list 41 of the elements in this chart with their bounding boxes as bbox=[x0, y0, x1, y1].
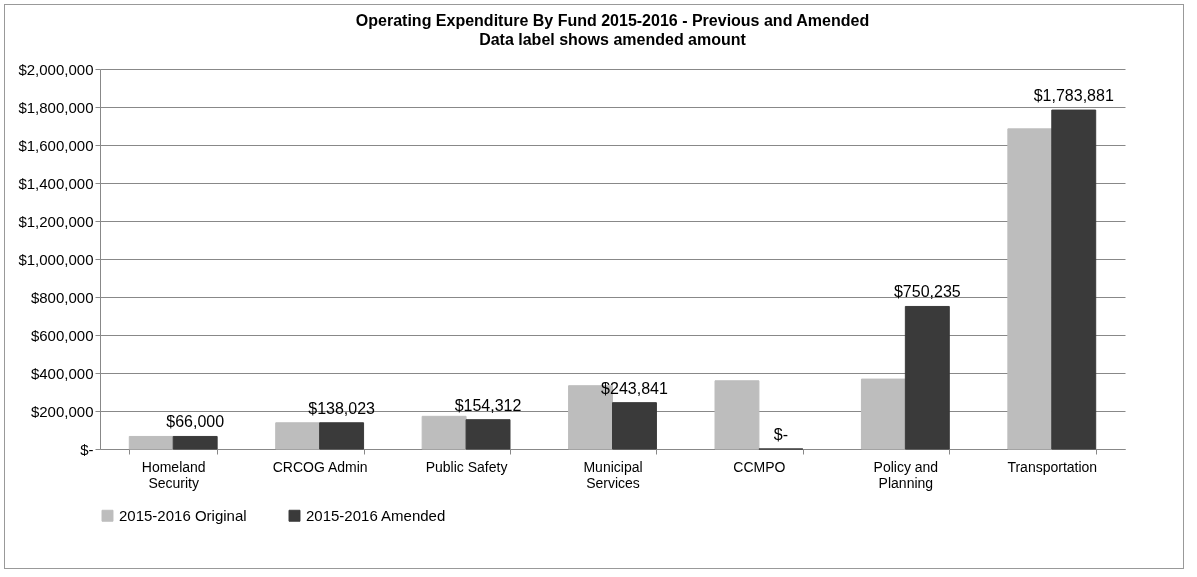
y-tick-label: $1,800,000 bbox=[18, 98, 94, 116]
bar bbox=[860, 378, 906, 450]
bar bbox=[275, 422, 321, 450]
legend-label: 2015-2016 Amended bbox=[306, 506, 446, 524]
y-tick-label: $2,000,000 bbox=[18, 60, 94, 78]
data-label: $138,023 bbox=[308, 399, 376, 417]
y-tick-label: $600,000 bbox=[30, 326, 94, 344]
y-tick-label: $1,400,000 bbox=[18, 174, 94, 192]
data-label: $- bbox=[773, 426, 789, 443]
bar bbox=[172, 435, 218, 450]
x-tick-label: Homeland Security bbox=[141, 458, 206, 491]
chart-subtitle: Data label shows amended amount bbox=[479, 31, 747, 48]
y-tick-label: $- bbox=[80, 440, 94, 458]
data-label: $154,312 bbox=[454, 396, 522, 414]
x-tick-label: Municipal Services bbox=[583, 458, 643, 491]
x-tick-label: Public Safety bbox=[425, 458, 508, 475]
bar bbox=[1007, 128, 1053, 450]
y-tick-label: $1,200,000 bbox=[18, 212, 94, 230]
bar bbox=[128, 435, 174, 450]
bar bbox=[904, 305, 950, 450]
y-tick-label: $200,000 bbox=[30, 402, 94, 420]
data-label: $243,841 bbox=[601, 379, 668, 397]
bar bbox=[319, 422, 365, 450]
data-label: $66,000 bbox=[166, 413, 225, 431]
y-tick-label: $1,600,000 bbox=[18, 136, 94, 154]
x-tick-label: Transportation bbox=[1007, 458, 1098, 475]
legend-label: 2015-2016 Original bbox=[119, 506, 247, 524]
bar bbox=[1051, 109, 1097, 450]
x-tick-label: CCMPO bbox=[733, 458, 786, 475]
bar bbox=[714, 380, 760, 450]
bar bbox=[421, 415, 467, 450]
y-tick-label: $400,000 bbox=[30, 364, 94, 382]
y-tick-label: $800,000 bbox=[30, 288, 94, 306]
data-label: $750,235 bbox=[893, 283, 961, 301]
chart-title: Operating Expenditure By Fund 2015-2016 - Previous and Amended bbox=[355, 12, 870, 29]
x-tick-label: Policy and Planning bbox=[873, 458, 939, 491]
x-tick-label: CRCOG Admin bbox=[272, 458, 368, 475]
bar bbox=[612, 402, 657, 450]
y-tick-label: $1,000,000 bbox=[18, 250, 94, 268]
bar bbox=[465, 419, 511, 450]
data-label: $1,783,881 bbox=[1033, 87, 1114, 105]
